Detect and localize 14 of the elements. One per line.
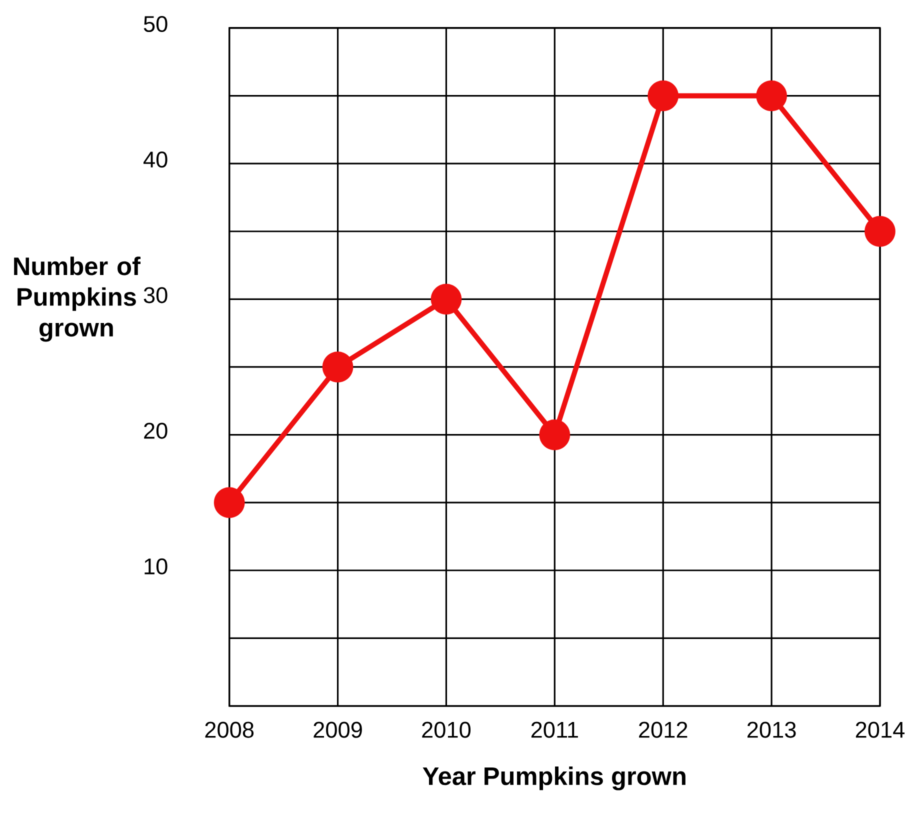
y-axis-title: Number of Pumpkins grown	[14, 256, 141, 342]
y-tick-label: 30	[144, 287, 168, 304]
x-tick-label: 2009	[314, 722, 362, 738]
y-tick-label: 20	[144, 422, 168, 439]
y-tick-label: 40	[143, 152, 168, 168]
y-tick-label: 50	[144, 16, 168, 32]
x-axis-title: Year Pumpkins grown	[422, 766, 686, 790]
x-tick-label: 2008	[205, 722, 254, 738]
x-tick-label: 2010	[422, 722, 471, 738]
x-tick-label: 2014	[856, 722, 905, 738]
x-tick-label: 2011	[531, 722, 578, 738]
x-tick-label: 2013	[747, 722, 796, 738]
y-tick-label: 10	[144, 558, 168, 574]
x-tick-label: 2012	[639, 722, 688, 738]
